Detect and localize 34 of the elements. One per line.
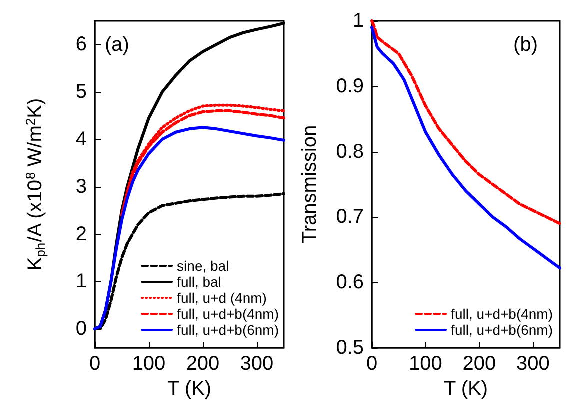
annotation: (b) bbox=[514, 34, 538, 56]
legend-label: full, u+d+b(4nm) bbox=[177, 306, 280, 322]
legend-label: full, u+d+b(4nm) bbox=[451, 306, 554, 322]
y-tick-label: 0.6 bbox=[336, 272, 364, 294]
legend-label: full, u+d (4nm) bbox=[177, 290, 267, 306]
x-tick-label: 100 bbox=[409, 353, 442, 375]
x-tick-label: 100 bbox=[132, 353, 166, 375]
y-tick-label: 0 bbox=[76, 318, 87, 340]
y-axis-title: Transmission bbox=[299, 125, 321, 244]
y-tick-label: 0.5 bbox=[336, 337, 364, 359]
x-tick-label: 0 bbox=[89, 353, 101, 375]
y-tick-label: 1 bbox=[76, 270, 87, 293]
x-axis-title: T (K) bbox=[167, 378, 212, 400]
legend-label: full, u+d+b(6nm) bbox=[451, 322, 554, 338]
x-axis-title: T (K) bbox=[444, 378, 488, 400]
y-tick-label: 4 bbox=[76, 128, 87, 150]
y-axis-title: Kph/A (x108 W/m2K) bbox=[23, 98, 48, 271]
x-tick-label: 300 bbox=[516, 353, 550, 375]
y-tick-label: 2 bbox=[76, 223, 87, 246]
x-tick-label: 300 bbox=[240, 353, 274, 375]
y-tick-label: 0.9 bbox=[336, 75, 364, 98]
x-tick-label: 200 bbox=[462, 353, 496, 375]
y-tick-label: 5 bbox=[76, 81, 87, 104]
y-tick-label: 0.8 bbox=[336, 140, 364, 163]
y-tick-label: 3 bbox=[76, 176, 87, 198]
y-tick-label: 6 bbox=[76, 34, 87, 56]
legend-label: full, bal bbox=[177, 274, 222, 290]
x-tick-label: 200 bbox=[186, 353, 220, 375]
annotation: (a) bbox=[105, 34, 130, 56]
legend-label: full, u+d+b(6nm) bbox=[177, 322, 280, 338]
y-tick-label: 0.7 bbox=[336, 206, 364, 228]
y-tick-label: 1 bbox=[352, 10, 364, 32]
x-tick-label: 0 bbox=[366, 353, 378, 375]
legend-label: sine, bal bbox=[177, 258, 230, 274]
